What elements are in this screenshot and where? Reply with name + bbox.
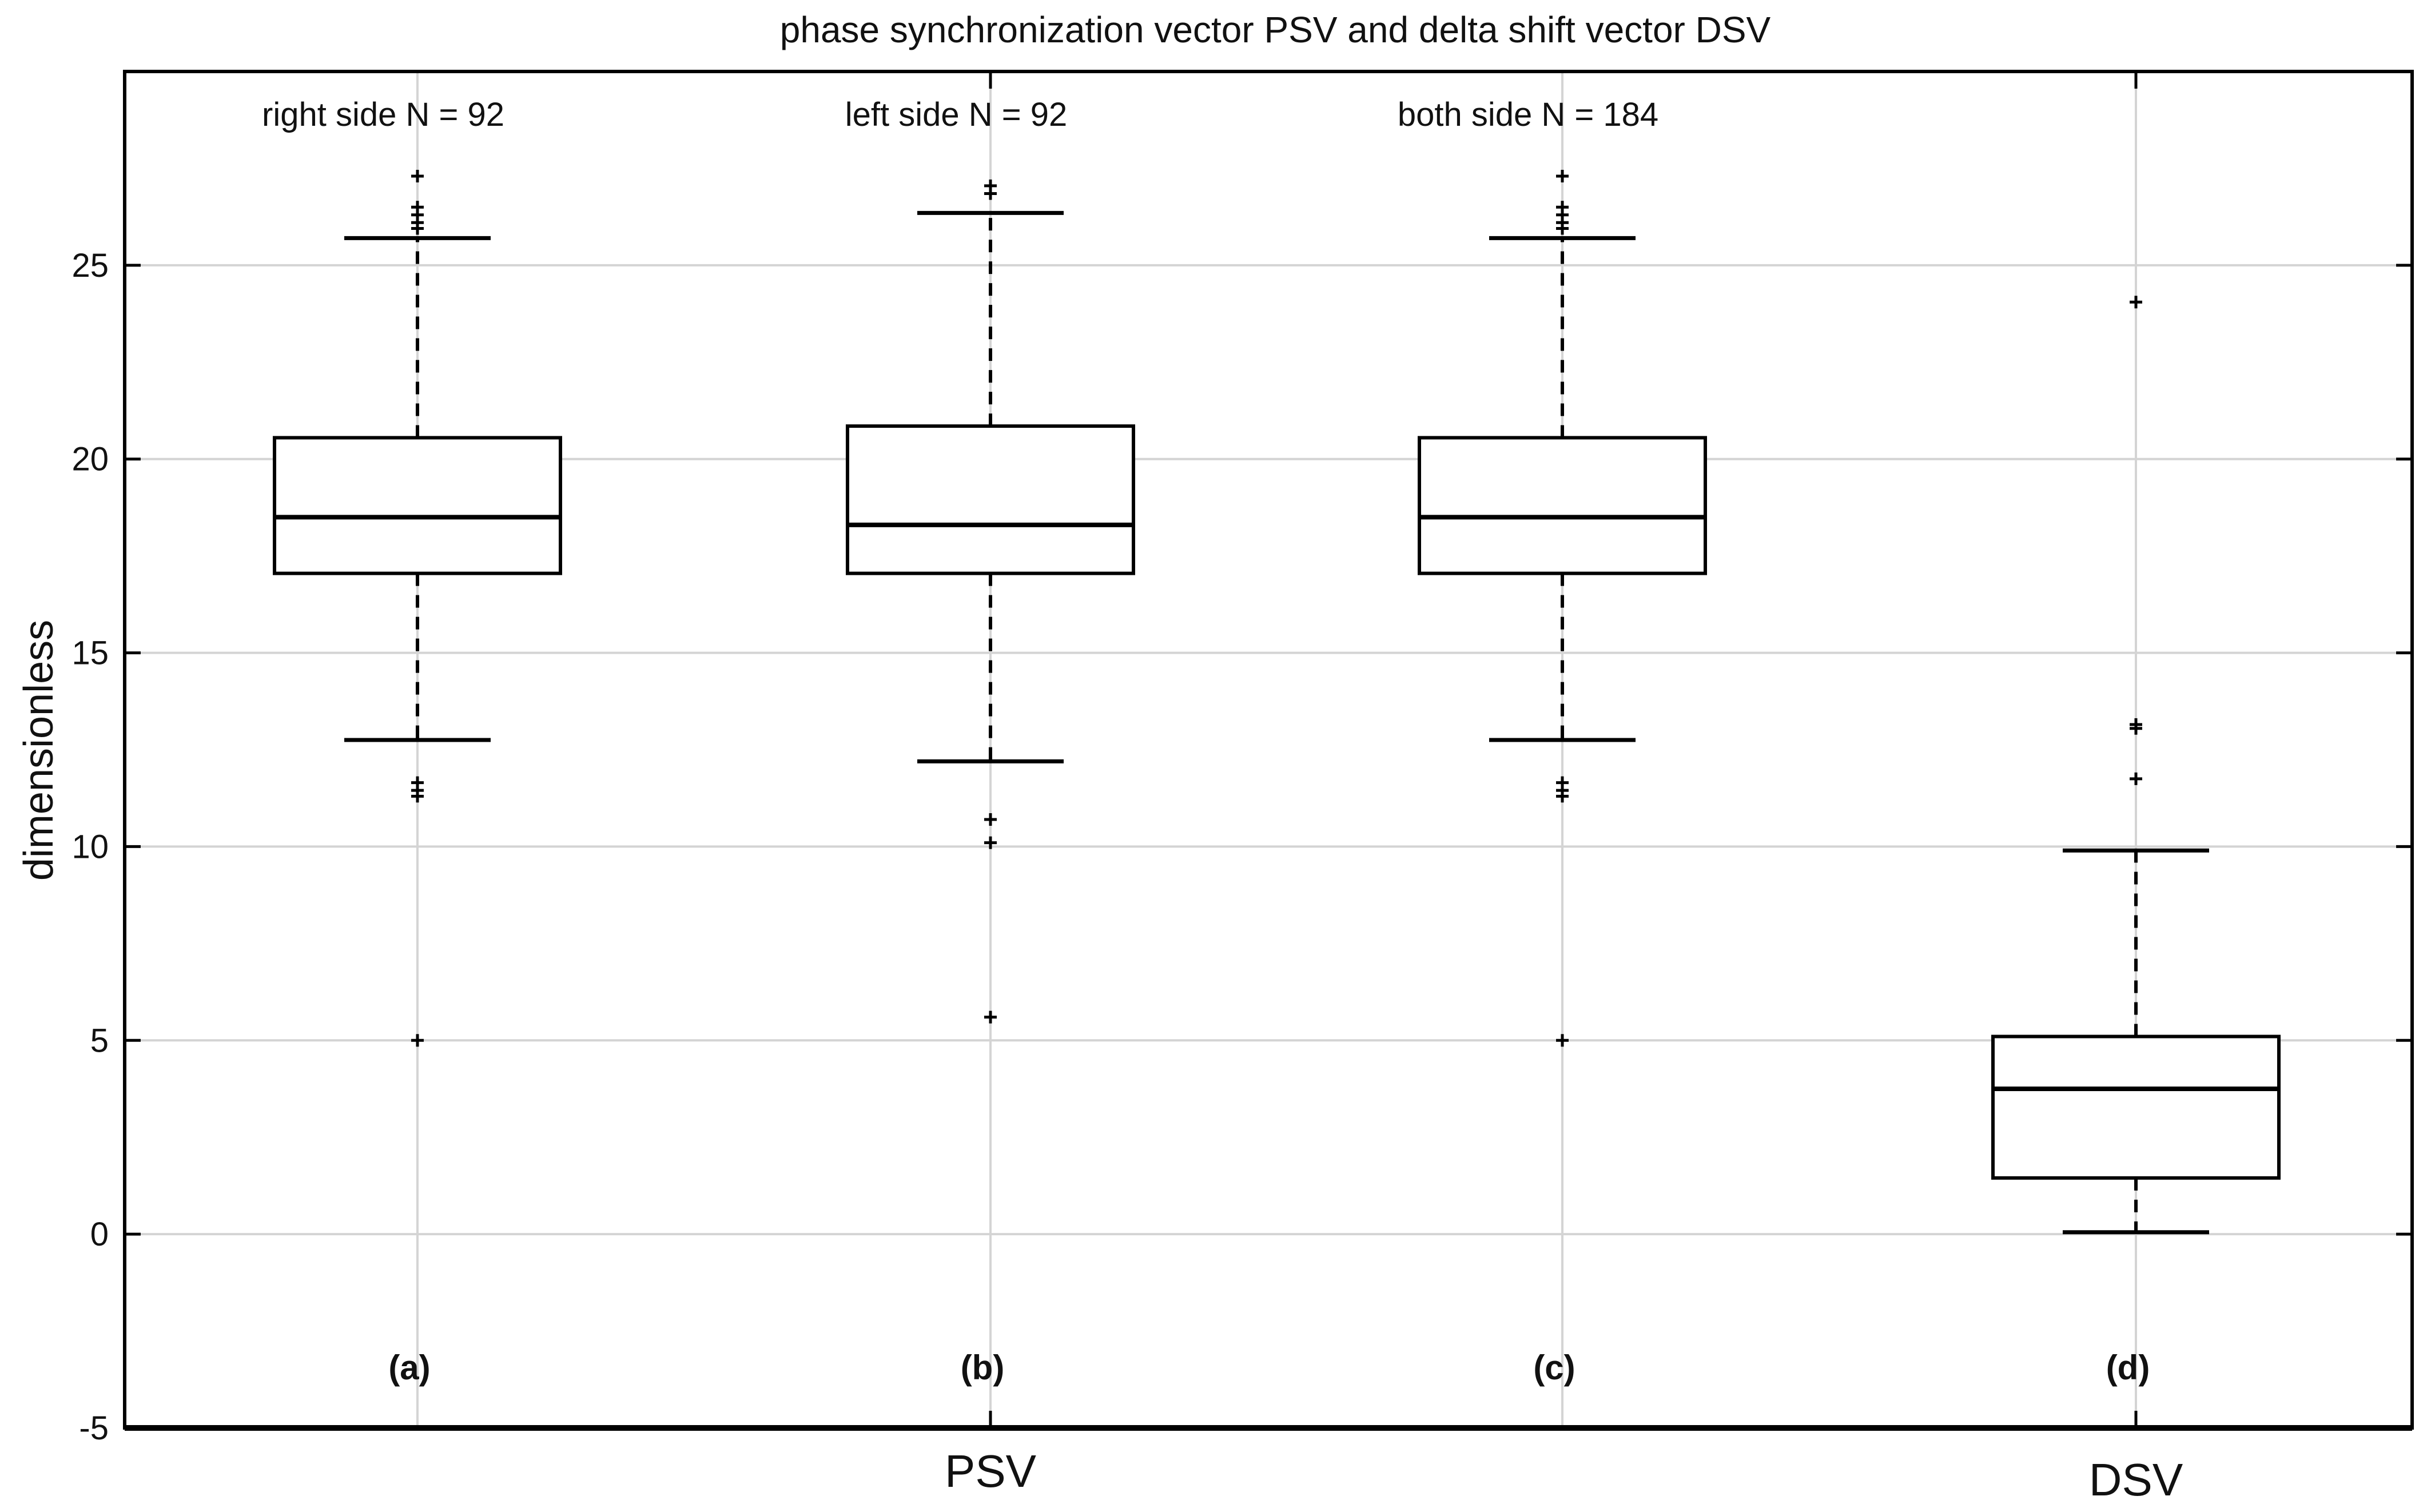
x-category-label: DSV — [2089, 1454, 2183, 1505]
y-tick-label: -5 — [79, 1410, 109, 1447]
y-axis-ticks: -5 0 5 10 15 20 25 — [71, 71, 2412, 1447]
chart-title: phase synchronization vector PSV and del… — [780, 9, 1771, 50]
y-tick-label: 25 — [71, 247, 109, 284]
box-iqr — [273, 436, 562, 575]
panel-label-a: (a) — [388, 1348, 430, 1387]
box-a — [273, 169, 562, 1047]
box-iqr — [1991, 1034, 2281, 1180]
group-label-c: both side N = 184 — [1398, 96, 1658, 133]
box-iqr — [846, 424, 1135, 575]
y-tick-label: 0 — [90, 1216, 109, 1253]
panel-label-d: (d) — [2106, 1348, 2150, 1387]
panel-label-b: (b) — [961, 1348, 1005, 1387]
panel-label-c: (c) — [1533, 1348, 1575, 1387]
y-tick-label: 15 — [71, 635, 109, 672]
box-c — [1418, 169, 1707, 1047]
y-axis-label: dimensionless — [16, 620, 62, 881]
y-tick-label: 20 — [71, 441, 109, 478]
y-tick-label: 10 — [71, 828, 109, 865]
y-tick-label: 5 — [90, 1022, 109, 1059]
box-b — [846, 179, 1135, 1024]
label-layer: PSV DSV right side N = 92 (a) left side N = … — [262, 96, 2183, 1505]
box-d — [1991, 296, 2281, 1235]
group-label-a: right side N = 92 — [262, 96, 504, 133]
group-label-b: left side N = 92 — [845, 96, 1068, 133]
box-layer — [273, 169, 2281, 1235]
box-iqr — [1418, 436, 1707, 575]
x-category-label: PSV — [945, 1446, 1037, 1497]
